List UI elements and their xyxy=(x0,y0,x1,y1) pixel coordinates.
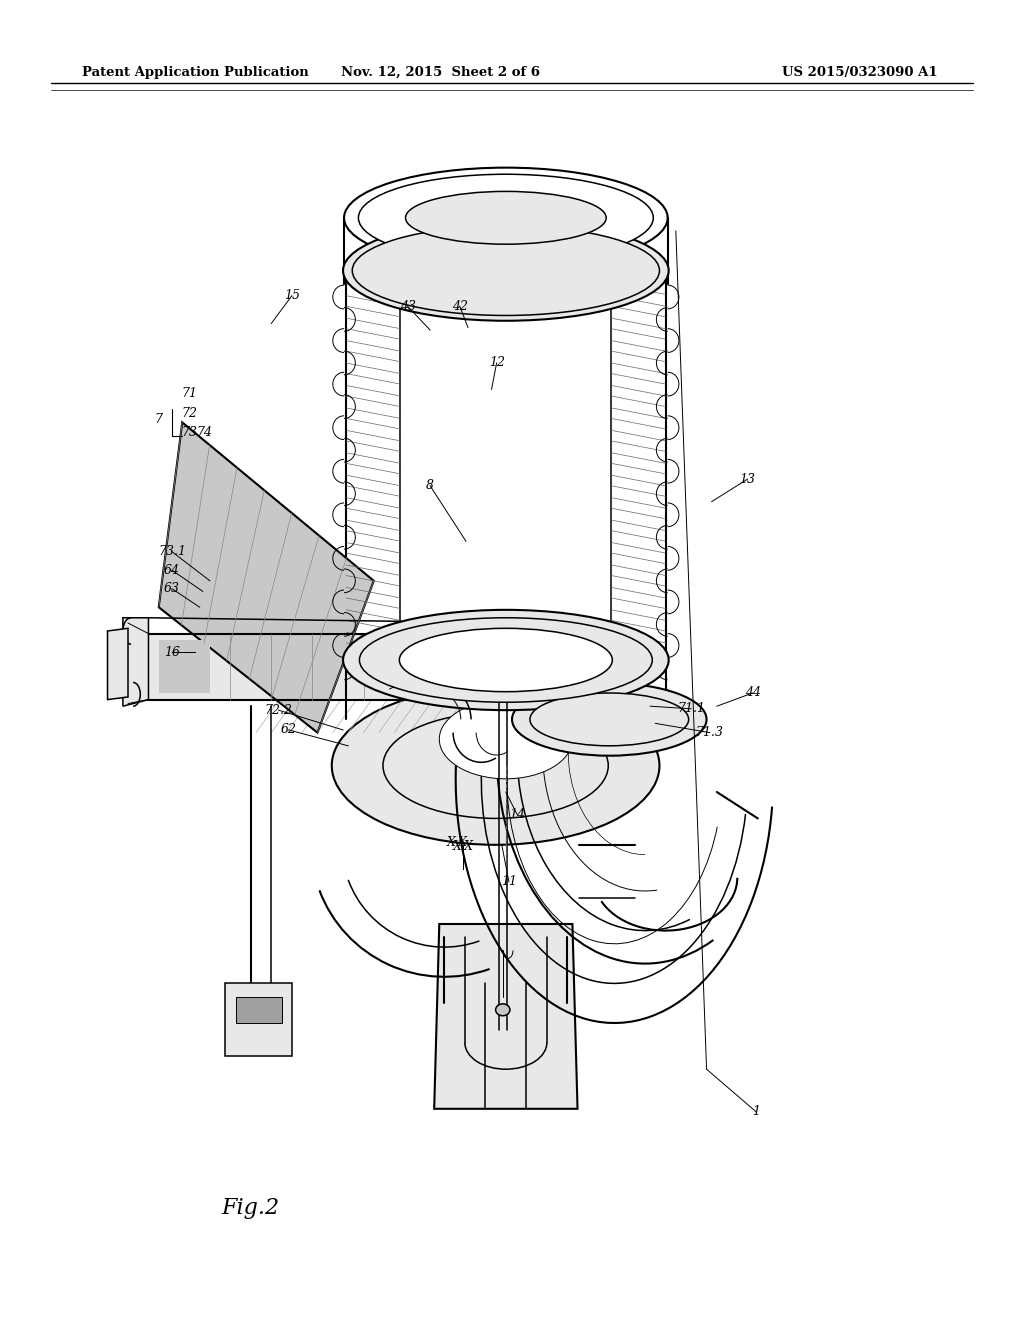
Polygon shape xyxy=(148,634,522,700)
Text: 62: 62 xyxy=(281,723,297,737)
Text: X-X: X-X xyxy=(447,836,468,849)
Ellipse shape xyxy=(359,618,652,702)
Text: 63: 63 xyxy=(164,582,180,595)
Text: 43: 43 xyxy=(399,300,416,313)
Ellipse shape xyxy=(332,686,659,845)
Text: 74: 74 xyxy=(197,426,213,440)
Text: 7: 7 xyxy=(155,413,163,426)
Polygon shape xyxy=(159,422,374,733)
Ellipse shape xyxy=(358,174,653,261)
Polygon shape xyxy=(401,286,610,667)
Text: 44: 44 xyxy=(744,686,761,700)
Text: Fig.2: Fig.2 xyxy=(222,1197,280,1218)
Ellipse shape xyxy=(344,168,668,268)
Text: 16: 16 xyxy=(164,645,180,659)
Ellipse shape xyxy=(352,226,659,315)
Polygon shape xyxy=(159,640,210,693)
Polygon shape xyxy=(225,983,292,1056)
Text: 14: 14 xyxy=(509,808,525,821)
Text: 12: 12 xyxy=(488,356,505,370)
Text: 64: 64 xyxy=(164,564,180,577)
Text: Patent Application Publication: Patent Application Publication xyxy=(82,66,308,79)
Ellipse shape xyxy=(343,610,669,710)
Ellipse shape xyxy=(343,220,669,321)
Ellipse shape xyxy=(383,713,608,818)
Polygon shape xyxy=(108,628,128,700)
Text: US 2015/0323090 A1: US 2015/0323090 A1 xyxy=(782,66,938,79)
Text: 72.2: 72.2 xyxy=(264,704,293,717)
Text: 15: 15 xyxy=(284,289,300,302)
Text: 71: 71 xyxy=(181,387,198,400)
Ellipse shape xyxy=(399,628,612,692)
Polygon shape xyxy=(236,997,282,1023)
Text: X-X: X-X xyxy=(453,840,473,853)
Ellipse shape xyxy=(530,693,688,746)
Text: 11: 11 xyxy=(501,875,517,888)
Text: 42: 42 xyxy=(452,300,468,313)
Text: 1: 1 xyxy=(752,1105,760,1118)
Text: 72: 72 xyxy=(181,407,198,420)
Ellipse shape xyxy=(406,191,606,244)
Text: 73.1: 73.1 xyxy=(158,545,186,558)
Text: 71.3: 71.3 xyxy=(695,726,724,739)
Ellipse shape xyxy=(512,684,707,755)
Text: 8: 8 xyxy=(426,479,434,492)
Polygon shape xyxy=(123,618,148,706)
Text: 73: 73 xyxy=(181,426,198,440)
Text: 71.1: 71.1 xyxy=(677,702,706,715)
Polygon shape xyxy=(434,924,578,1109)
Ellipse shape xyxy=(439,700,572,779)
Text: Nov. 12, 2015  Sheet 2 of 6: Nov. 12, 2015 Sheet 2 of 6 xyxy=(341,66,540,79)
Text: 13: 13 xyxy=(739,473,756,486)
Polygon shape xyxy=(148,618,522,634)
Ellipse shape xyxy=(496,1003,510,1016)
